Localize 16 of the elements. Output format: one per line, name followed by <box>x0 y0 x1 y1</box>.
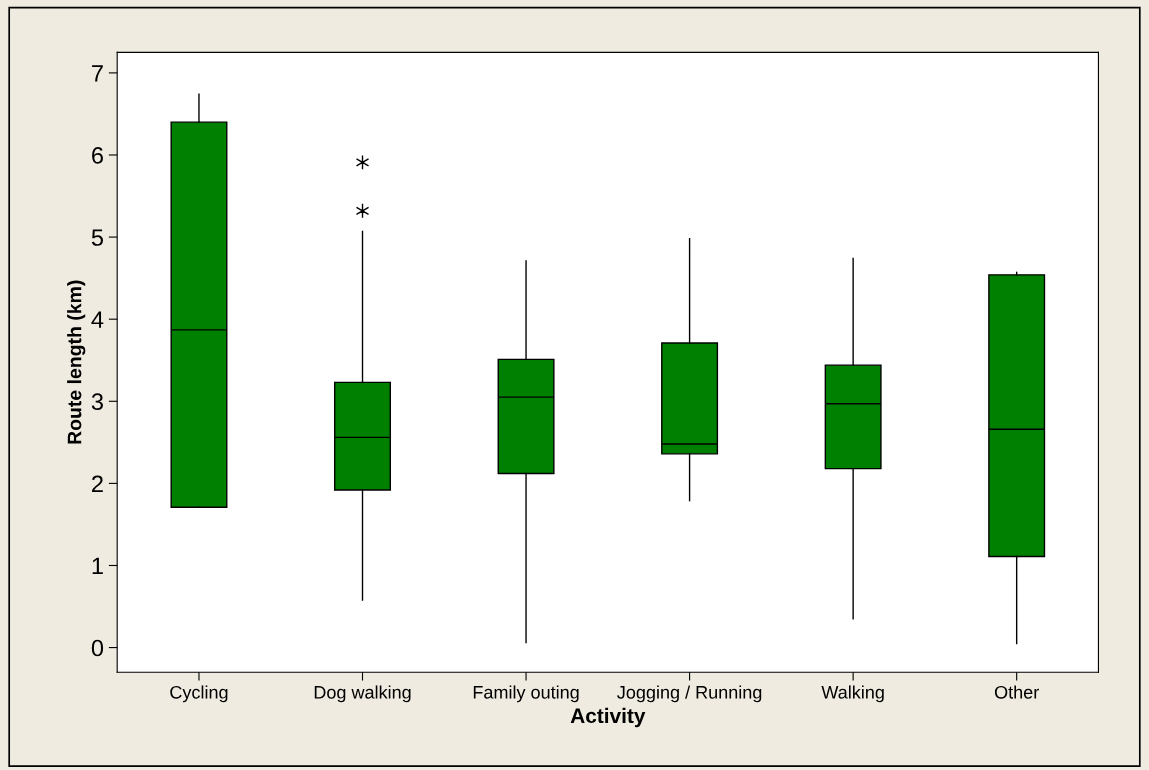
x-tick-label: Walking <box>821 685 884 703</box>
y-tick-label: 2 <box>92 475 103 492</box>
x-tick-label: Jogging / Running <box>617 685 762 703</box>
x-axis-title: Activity <box>570 707 646 728</box>
x-tick-label: Family outing <box>473 685 579 703</box>
y-tick-label: 0 <box>91 639 104 657</box>
x-tick-label: Dog walking <box>314 685 411 703</box>
y-tick-label: 5 <box>91 229 104 246</box>
x-tick-label: Cycling <box>170 685 228 703</box>
y-tick-label: 6 <box>92 147 103 164</box>
y-tick-label: 7 <box>92 65 103 82</box>
x-tick-label: Other <box>994 685 1039 699</box>
y-tick-label: 4 <box>91 311 104 328</box>
y-axis-title: Route length (km) <box>67 280 86 444</box>
y-tick-label: 1 <box>92 557 103 575</box>
y-tick-label: 3 <box>91 393 103 411</box>
